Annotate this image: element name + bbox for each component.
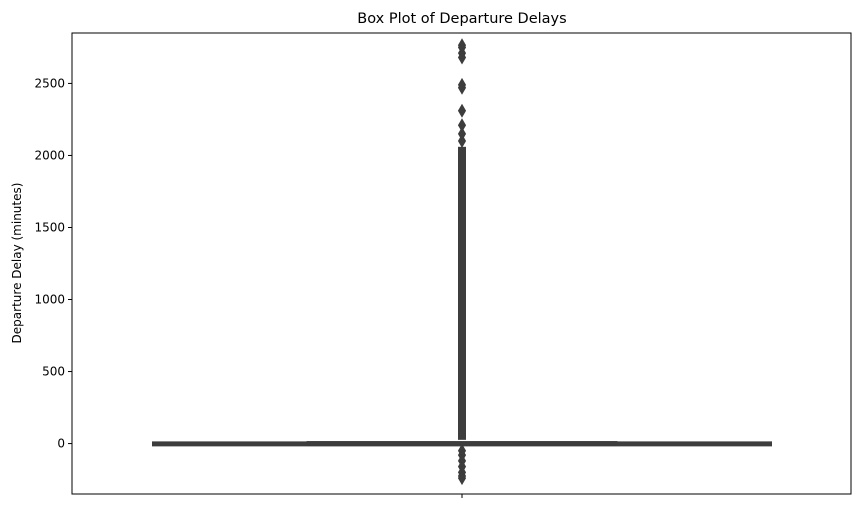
- outlier-point: [457, 38, 467, 53]
- outlier-point: [457, 134, 467, 149]
- y-tick-label: 0: [57, 437, 65, 451]
- outlier-point: [457, 126, 467, 141]
- chart-title: Box Plot of Departure Delays: [357, 11, 566, 27]
- outlier-point: [457, 77, 467, 92]
- box-group: [152, 38, 772, 486]
- y-axis: 0 500 1000 1500 2000 2500: [34, 76, 72, 451]
- outlier-point: [457, 471, 467, 486]
- y-tick-label: 2000: [34, 148, 65, 162]
- y-tick-label: 1500: [34, 220, 65, 234]
- y-tick-label: 500: [42, 365, 65, 379]
- outlier-point: [457, 118, 467, 133]
- y-tick-label: 2500: [34, 76, 65, 90]
- y-tick-label: 1000: [34, 293, 65, 307]
- y-axis-label: Departure Delay (minutes): [10, 183, 24, 344]
- outlier-cluster: [458, 146, 466, 440]
- outlier-point: [457, 103, 467, 118]
